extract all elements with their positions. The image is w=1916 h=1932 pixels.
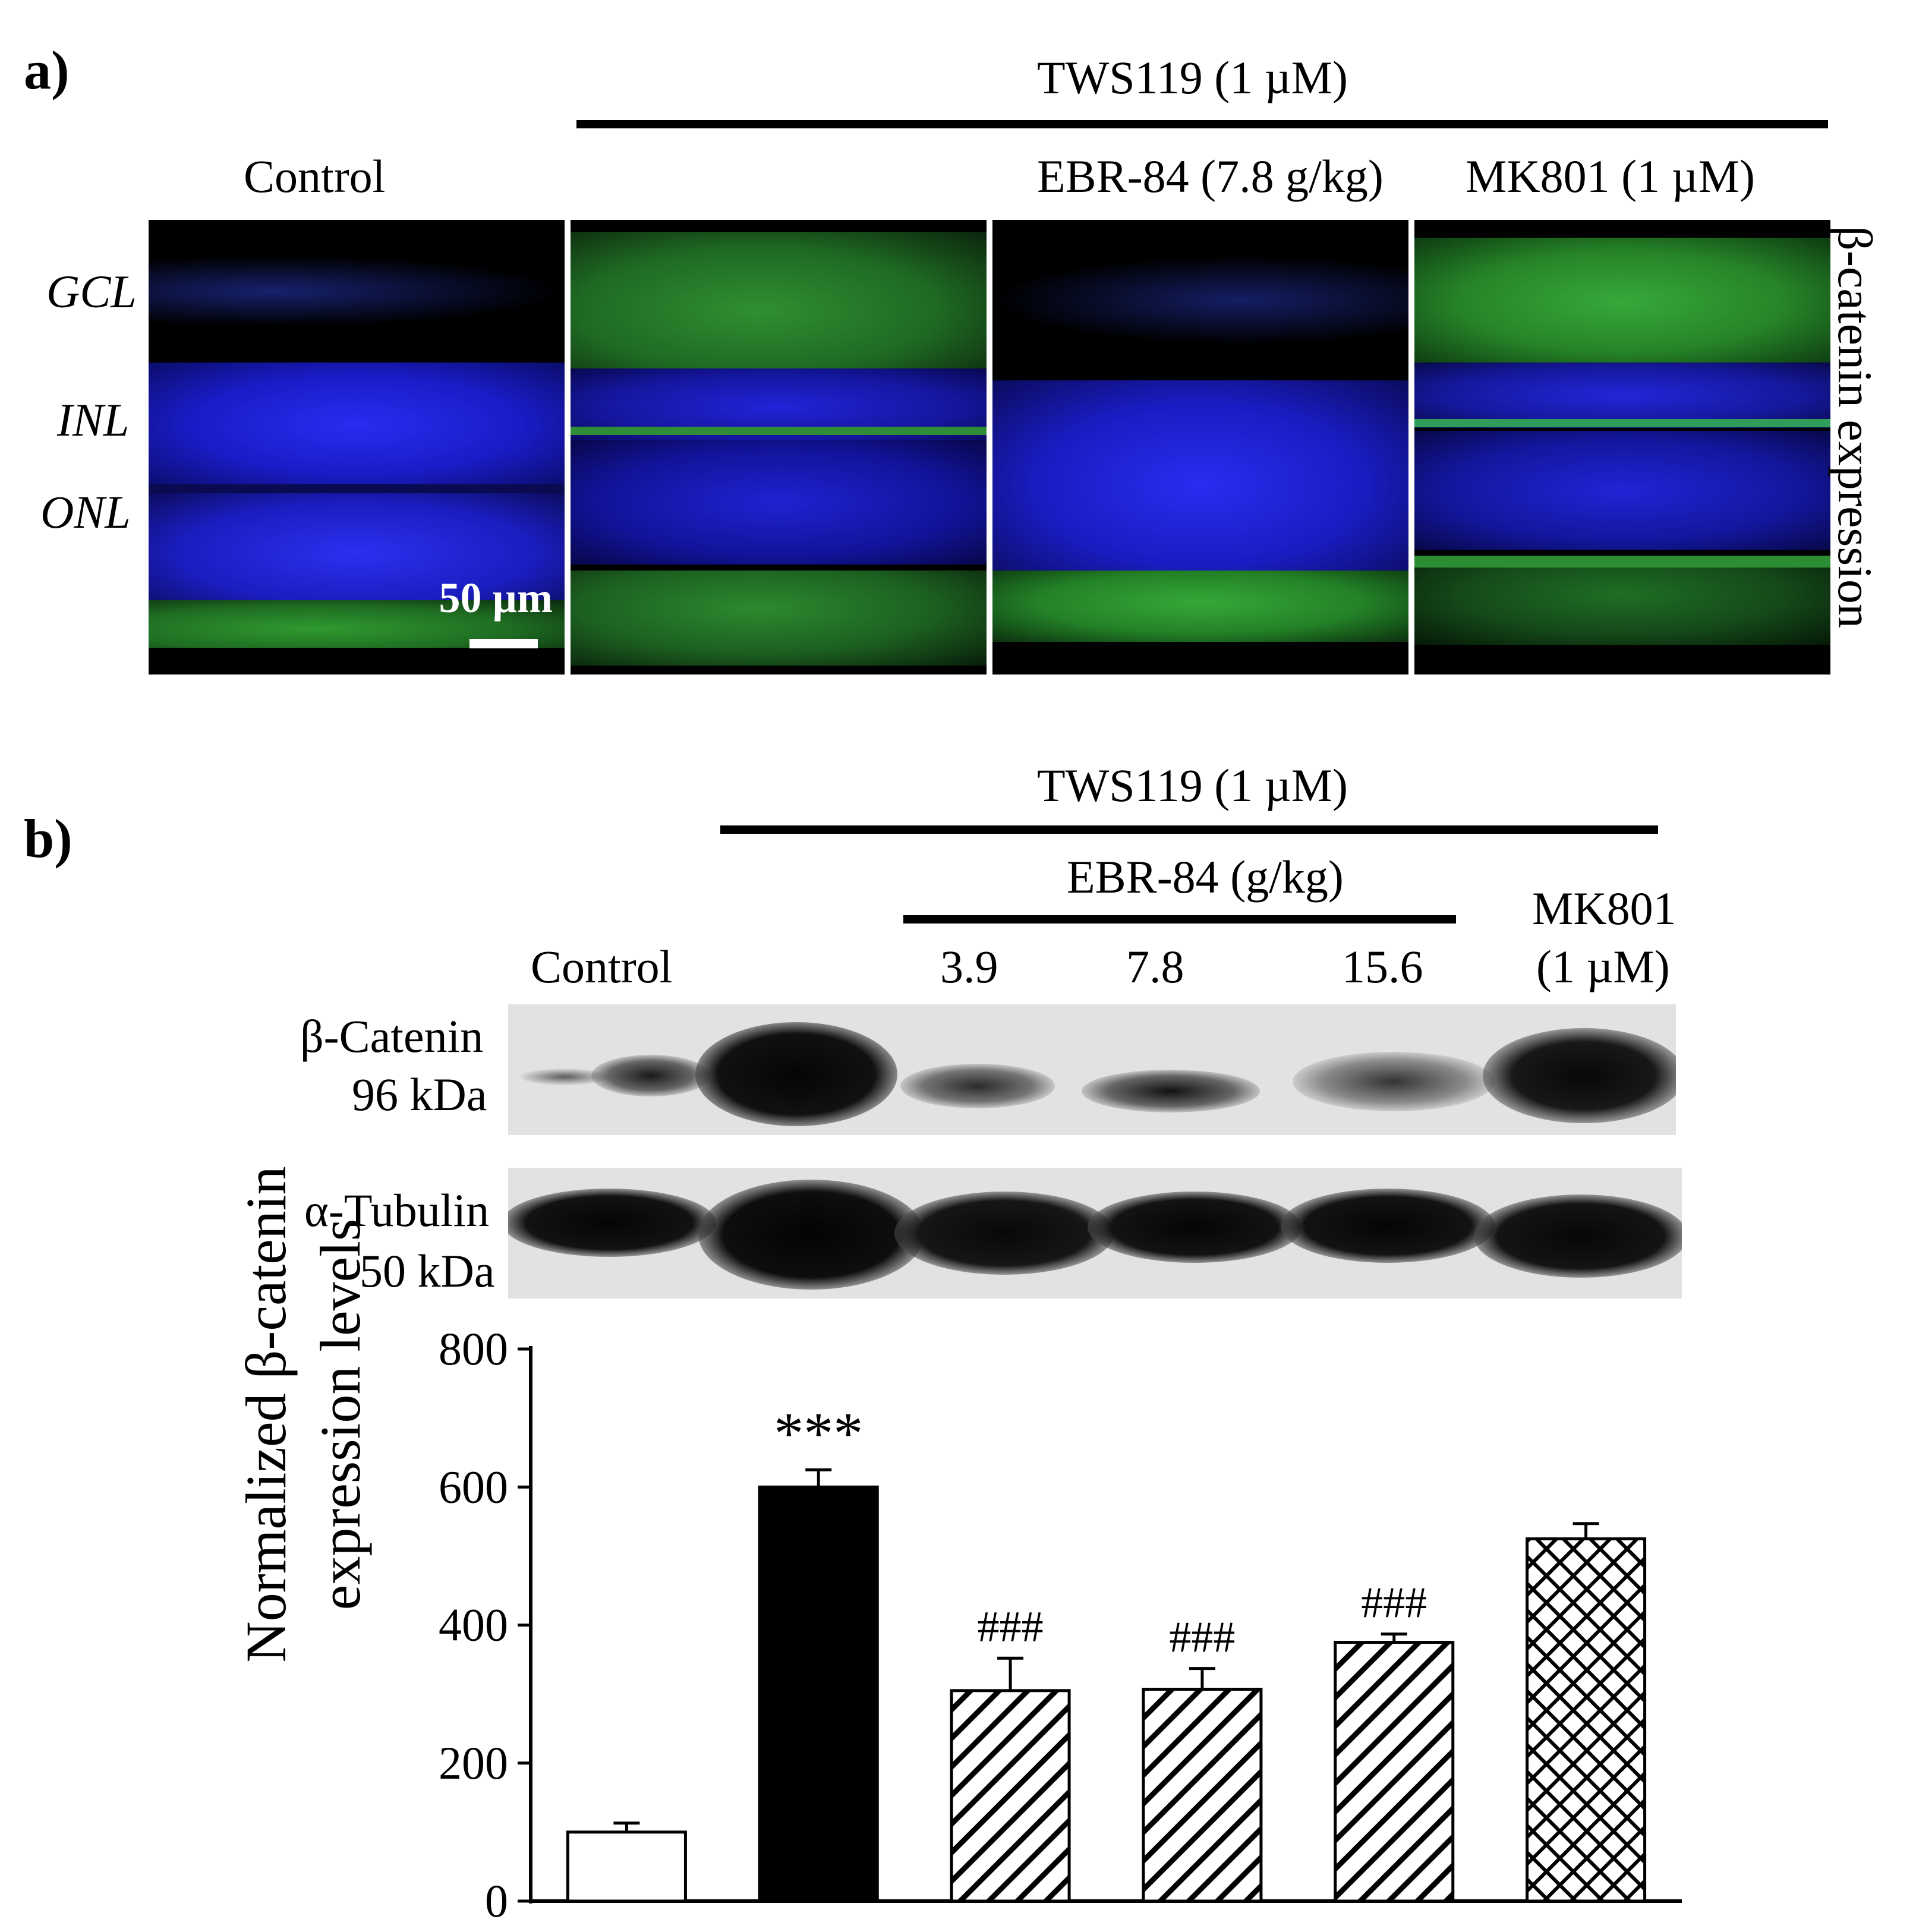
bar (1334, 1641, 1455, 1903)
chart-axes: 0 200 400 600 800 (439, 1323, 1682, 1927)
layer-label-inl: INL (57, 394, 130, 446)
significance-label: ### (1169, 1613, 1235, 1662)
blot-beta-catenin (508, 1004, 1676, 1135)
y-tick-label: 400 (439, 1599, 508, 1651)
panel-b-label-dose-3-9: 3.9 (940, 941, 998, 992)
micrograph-ebr84 (992, 220, 1408, 675)
bar (566, 1830, 687, 1903)
panel-b-label-dose-7-8: 7.8 (1126, 941, 1184, 992)
layer-label-gcl: GCL (46, 266, 137, 317)
significance-label: ### (978, 1603, 1044, 1652)
blot-label-catenin-name: β-Catenin (300, 1010, 484, 1062)
scale-bar (469, 639, 538, 648)
panel-a-label-ebr: EBR-84 (7.8 g/kg) (1037, 150, 1384, 202)
y-axis-label-line2: expression levels (308, 1219, 372, 1610)
scale-bar-label: 50 µm (439, 574, 553, 622)
blot-label-tubulin-name: α-Tubulin (304, 1184, 490, 1236)
micrograph-tws119 (571, 220, 987, 675)
panel-b-ebr-line (903, 915, 1456, 924)
blot-label-catenin-size: 96 kDa (352, 1069, 487, 1120)
y-axis-label-line1: Normalized β-catenin (234, 1166, 298, 1662)
panel-a-label-control: Control (244, 150, 386, 202)
y-tick-label: 600 (439, 1461, 508, 1512)
panel-b-label-control: Control (531, 941, 673, 992)
panel-a-treatment-header: TWS119 (1 µM) (1037, 52, 1348, 103)
bar (1142, 1687, 1263, 1903)
bar (758, 1485, 879, 1903)
panel-b-label-dose-15-6: 15.6 (1342, 941, 1423, 992)
panel-a-letter: a) (24, 40, 70, 100)
panel-b-label-mk-line2: (1 µM) (1536, 941, 1670, 992)
chart-bars: *** ### ### ### (566, 1400, 1647, 1903)
micrograph-control: 50 µm (149, 220, 565, 675)
significance-label: ### (1361, 1579, 1427, 1628)
panel-b-ebr-header: EBR-84 (g/kg) (1067, 851, 1344, 903)
bar (1526, 1537, 1647, 1903)
panel-b-label-mk-line1: MK801 (1532, 883, 1676, 934)
blot-label-tubulin-size: 50 kDa (360, 1245, 495, 1297)
panel-b-treatment-line (720, 825, 1658, 834)
y-tick-label: 800 (439, 1323, 508, 1375)
y-tick-label: 200 (439, 1737, 508, 1789)
micrograph-mk801 (1414, 220, 1830, 675)
panel-b-treatment-header: TWS119 (1 µM) (1037, 759, 1348, 811)
panel-a-treatment-line (576, 120, 1828, 128)
panel-b-letter: b) (24, 808, 73, 869)
panel-a-label-mk: MK801 (1 µM) (1466, 150, 1755, 202)
bar (950, 1689, 1071, 1903)
layer-label-onl: ONL (40, 486, 131, 538)
y-tick-label: 0 (485, 1875, 508, 1927)
significance-label: *** (774, 1400, 863, 1466)
blot-alpha-tubulin (508, 1168, 1682, 1298)
